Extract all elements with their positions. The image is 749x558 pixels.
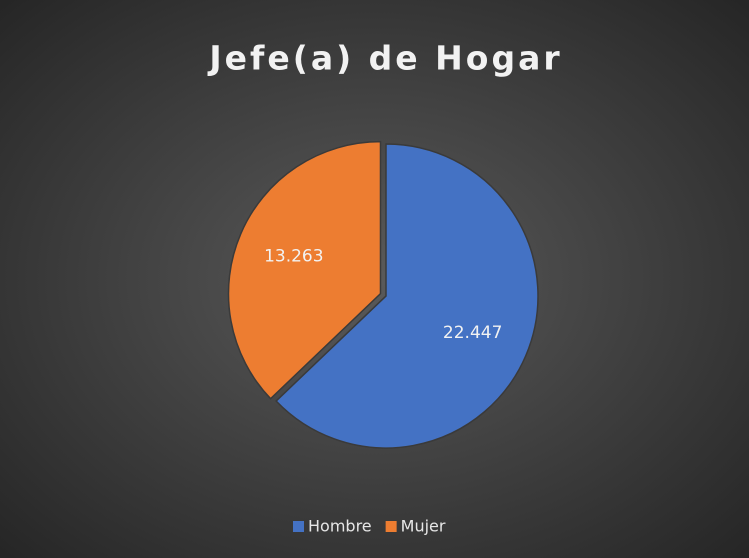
legend-label: Mujer	[401, 517, 446, 536]
legend-label: Hombre	[308, 517, 372, 536]
legend-swatch	[385, 521, 397, 532]
chart-title: Jefe(a) de Hogar	[207, 39, 562, 78]
pie-slice	[227, 140, 382, 400]
data-label: 13.263	[264, 247, 323, 267]
data-label: 22.447	[443, 323, 502, 343]
pie-slice	[275, 143, 539, 449]
legend-swatch	[293, 521, 304, 532]
